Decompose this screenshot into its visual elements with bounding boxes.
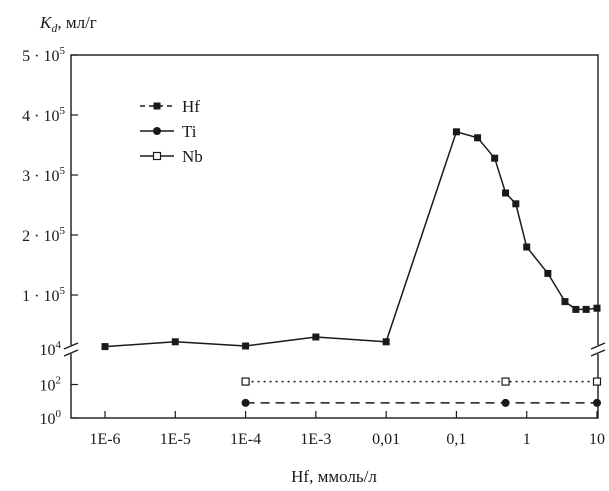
x-tick-label: 0,1 [446,431,466,448]
y-tick-label-exponent: 2 [56,375,62,387]
break-gap [64,345,78,354]
y-tick-label-exponent: 5 [60,105,66,117]
data-point-hf [561,298,569,306]
y-tick-label-exponent: 5 [60,45,66,57]
y-tick-label: 2 · 105 [22,225,65,245]
y-axis-title-main: K [39,13,53,32]
legend-item-hf: Hf [140,97,200,116]
series-layer [101,128,602,407]
y-axis-title: Kd, мл/г [39,13,97,35]
y-tick-label: 102 [40,375,62,395]
data-point-hf [312,333,320,341]
x-tick-label: 1E-3 [300,431,331,448]
data-point-hf [572,305,580,313]
data-point-hf [593,304,601,312]
series-line-hf [104,130,598,348]
y-axis-break-right [590,342,606,357]
y-tick-label: 100 [40,408,62,428]
break-slash [63,342,79,350]
series-nb [241,377,602,386]
data-point-nb [592,377,602,386]
legend-label-nb: Nb [182,147,203,166]
legend-item-ti: Ti [140,122,197,141]
y-axis-title-sub: d [51,21,58,35]
legend-label-hf: Hf [182,97,200,116]
plot-frame [70,54,599,419]
data-point-hf [544,269,552,277]
y-tick-label-exponent: 5 [60,165,66,177]
legend-label-ti: Ti [182,122,197,141]
y-tick-label-mantissa: 2 · 10 [22,228,59,245]
y-tick-label-mantissa: 1 · 10 [22,288,59,305]
y-tick-label: 5 · 105 [22,45,65,65]
x-axis-title: Hf, ммоль/л [291,467,377,486]
y-tick-label-exponent: 5 [60,285,66,297]
data-point-nb [501,377,510,386]
y-tick-label: 104 [40,339,62,359]
x-tick-label: 0,01 [372,431,400,448]
x-tick-label: 1 [523,431,531,448]
data-point-hf [242,342,250,350]
data-point-hf [452,128,460,136]
y-tick-label-exponent: 0 [56,408,62,420]
break-gap [591,345,605,354]
y-tick-label-mantissa: 3 · 10 [22,168,59,185]
legend-marker-nb [152,151,162,161]
series-ti [241,398,601,407]
break-slash [590,342,606,350]
y-tick-label-mantissa: 4 · 10 [22,108,59,125]
y-tick-label: 4 · 105 [22,105,65,125]
data-point-hf [512,200,520,208]
y-axis-break-left [63,342,79,357]
x-tick-label: 1E-5 [160,431,191,448]
data-point-nb [241,377,250,386]
data-point-hf [582,305,590,313]
y-tick-label: 1 · 105 [22,285,65,305]
x-tick-label: 10 [589,431,605,448]
legend-item-nb: Nb [140,147,203,166]
data-point-hf [491,154,499,162]
y-tick-label-base: 10 [40,378,56,395]
data-point-hf [382,338,390,346]
data-point-hf [101,343,109,351]
x-tick-label: 1E-4 [230,431,261,448]
data-point-hf [171,338,179,346]
data-point-ti [593,398,601,407]
data-point-hf [474,134,482,142]
data-point-hf [502,189,510,197]
data-point-ti [241,398,250,407]
break-slash [63,349,79,357]
y-tick-label-mantissa: 5 · 10 [22,48,59,65]
break-slash [590,349,606,357]
data-point-hf [523,243,531,251]
legend-marker-hf [153,102,161,110]
data-point-ti [501,398,510,407]
y-tick-label: 3 · 105 [22,165,65,185]
x-tick-label: 1E-6 [89,431,120,448]
legend: Hf Ti Nb [140,97,203,166]
legend-marker-ti [153,127,161,135]
y-axis-title-rest: , мл/г [57,13,96,32]
y-tick-label-base: 10 [40,411,56,428]
y-tick-label-base: 10 [40,342,56,359]
y-tick-label-exponent: 5 [60,225,66,237]
series-hf [101,128,601,351]
y-tick-label-exponent: 4 [56,339,62,351]
